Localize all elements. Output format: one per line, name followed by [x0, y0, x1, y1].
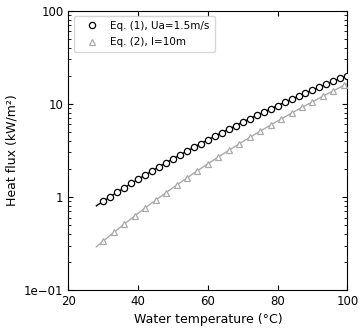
Eq. (1), Ua=1.5m/s	[289, 97, 294, 101]
Eq. (1), Ua=1.5m/s	[157, 165, 161, 169]
Eq. (2), l=10m	[174, 183, 179, 187]
Eq. (1), Ua=1.5m/s	[213, 134, 217, 138]
Eq. (1), Ua=1.5m/s	[192, 145, 196, 149]
Eq. (1), Ua=1.5m/s	[219, 130, 224, 134]
Eq. (1), Ua=1.5m/s	[331, 79, 336, 83]
Eq. (2), l=10m	[342, 83, 346, 87]
Y-axis label: Heat flux (kW/m²): Heat flux (kW/m²)	[5, 94, 19, 206]
Line: Eq. (2), l=10m: Eq. (2), l=10m	[100, 82, 347, 244]
Eq. (1), Ua=1.5m/s	[241, 120, 245, 124]
Eq. (1), Ua=1.5m/s	[199, 141, 203, 145]
Eq. (1), Ua=1.5m/s	[150, 169, 154, 173]
Eq. (2), l=10m	[237, 142, 241, 146]
Eq. (1), Ua=1.5m/s	[185, 149, 189, 153]
Eq. (2), l=10m	[279, 117, 283, 121]
Eq. (1), Ua=1.5m/s	[276, 104, 280, 108]
Eq. (2), l=10m	[164, 191, 168, 195]
Eq. (1), Ua=1.5m/s	[310, 88, 314, 92]
Eq. (2), l=10m	[185, 176, 189, 180]
Eq. (1), Ua=1.5m/s	[164, 161, 168, 165]
Eq. (2), l=10m	[321, 94, 325, 98]
Eq. (2), l=10m	[154, 198, 158, 202]
Legend: Eq. (1), Ua=1.5m/s, Eq. (2), l=10m: Eq. (1), Ua=1.5m/s, Eq. (2), l=10m	[74, 16, 215, 52]
X-axis label: Water temperature (°C): Water temperature (°C)	[134, 313, 282, 326]
Eq. (1), Ua=1.5m/s	[338, 76, 343, 80]
Eq. (1), Ua=1.5m/s	[143, 173, 147, 177]
Line: Eq. (1), Ua=1.5m/s: Eq. (1), Ua=1.5m/s	[100, 72, 351, 205]
Eq. (1), Ua=1.5m/s	[108, 195, 112, 199]
Eq. (2), l=10m	[143, 206, 147, 210]
Eq. (2), l=10m	[112, 230, 116, 234]
Eq. (2), l=10m	[248, 135, 252, 139]
Eq. (1), Ua=1.5m/s	[261, 110, 266, 114]
Eq. (1), Ua=1.5m/s	[206, 138, 210, 142]
Eq. (2), l=10m	[289, 111, 294, 115]
Eq. (1), Ua=1.5m/s	[324, 82, 329, 86]
Eq. (1), Ua=1.5m/s	[282, 101, 287, 105]
Eq. (2), l=10m	[258, 129, 262, 133]
Eq. (1), Ua=1.5m/s	[317, 85, 322, 89]
Eq. (2), l=10m	[331, 89, 336, 93]
Eq. (2), l=10m	[195, 169, 199, 173]
Eq. (2), l=10m	[300, 105, 304, 109]
Eq. (1), Ua=1.5m/s	[303, 91, 308, 95]
Eq. (2), l=10m	[206, 162, 210, 166]
Eq. (2), l=10m	[101, 239, 106, 243]
Eq. (2), l=10m	[132, 214, 137, 218]
Eq. (1), Ua=1.5m/s	[248, 117, 252, 121]
Eq. (1), Ua=1.5m/s	[269, 107, 273, 111]
Eq. (1), Ua=1.5m/s	[178, 153, 182, 157]
Eq. (1), Ua=1.5m/s	[254, 114, 259, 118]
Eq. (2), l=10m	[227, 148, 231, 152]
Eq. (1), Ua=1.5m/s	[171, 157, 175, 161]
Eq. (1), Ua=1.5m/s	[227, 127, 231, 131]
Eq. (1), Ua=1.5m/s	[296, 94, 301, 98]
Eq. (1), Ua=1.5m/s	[234, 124, 238, 127]
Eq. (2), l=10m	[310, 100, 314, 104]
Eq. (1), Ua=1.5m/s	[345, 74, 349, 78]
Eq. (1), Ua=1.5m/s	[129, 182, 133, 186]
Eq. (2), l=10m	[216, 155, 221, 159]
Eq. (1), Ua=1.5m/s	[101, 199, 106, 203]
Eq. (2), l=10m	[122, 222, 126, 226]
Eq. (1), Ua=1.5m/s	[115, 190, 119, 194]
Eq. (1), Ua=1.5m/s	[122, 186, 126, 190]
Eq. (2), l=10m	[269, 123, 273, 127]
Eq. (1), Ua=1.5m/s	[136, 177, 141, 181]
